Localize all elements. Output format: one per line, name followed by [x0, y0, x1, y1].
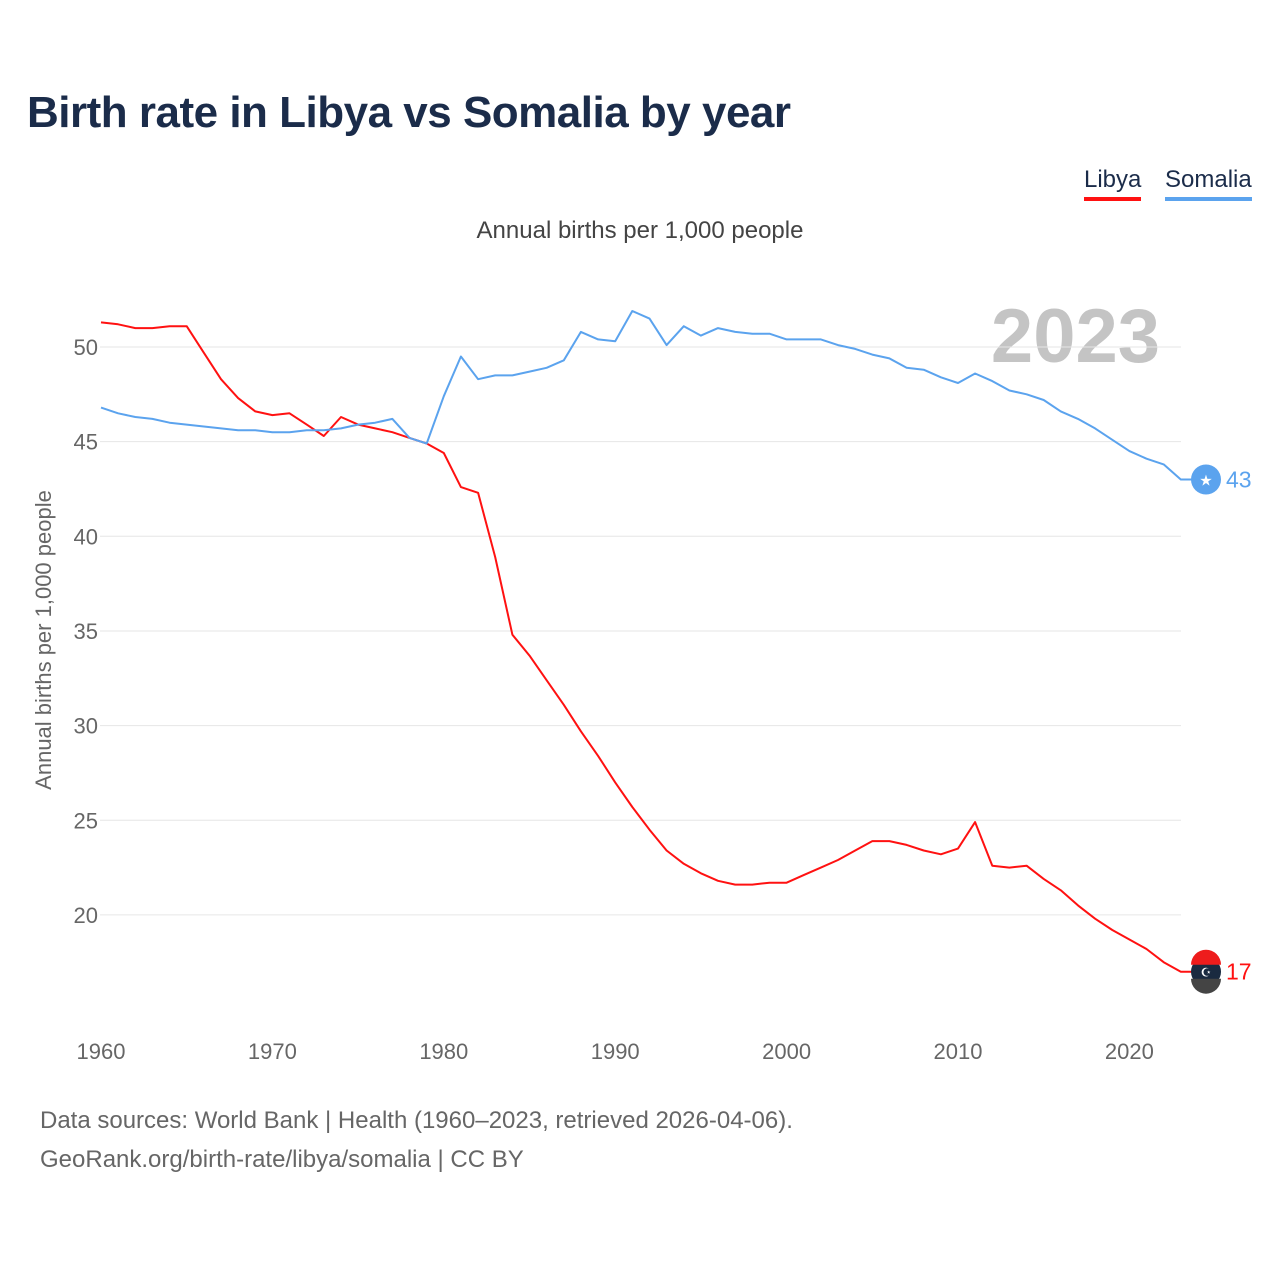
x-tick-label: 2000 [762, 1039, 811, 1064]
series-line-libya [100, 321, 1203, 973]
x-tick-label: 2020 [1105, 1039, 1154, 1064]
x-tick-label: 1960 [77, 1039, 126, 1064]
y-tick-label: 45 [74, 430, 98, 455]
chart-subtitle: Annual births per 1,000 people [476, 217, 804, 244]
y-tick-label: 50 [74, 335, 98, 360]
page-title: Birth rate in Libya vs Somalia by year [27, 88, 791, 137]
y-tick-label: 20 [74, 903, 98, 928]
year-watermark: 2023 [991, 294, 1160, 379]
y-tick-label: 40 [74, 524, 98, 549]
y-axis-label: Annual births per 1,000 people [31, 490, 56, 790]
crescent-star-icon: ☪ [1201, 966, 1212, 980]
y-tick-label: 25 [74, 808, 98, 833]
series-line-somalia [100, 310, 1203, 481]
somalia-flag-icon [1191, 464, 1221, 495]
x-tick-label: 1970 [248, 1039, 297, 1064]
x-tick-label: 2010 [934, 1039, 983, 1064]
legend-item-somalia[interactable]: Somalia [1165, 166, 1252, 201]
y-tick-label: 35 [74, 619, 98, 644]
y-tick-label: 30 [74, 714, 98, 739]
x-tick-label: 1990 [591, 1039, 640, 1064]
footer-sources: Data sources: World Bank | Health (1960–… [40, 1107, 793, 1134]
legend-item-libya[interactable]: Libya [1084, 166, 1142, 201]
star-icon: ★ [1199, 473, 1212, 490]
end-value-label: 17 [1226, 959, 1252, 985]
footer-attribution: GeoRank.org/birth-rate/libya/somalia | C… [40, 1146, 524, 1173]
x-tick-label: 1980 [419, 1039, 468, 1064]
end-value-label: 43 [1226, 467, 1252, 493]
libya-flag-red-band [1191, 949, 1221, 965]
libya-flag-dark-band [1191, 978, 1221, 994]
